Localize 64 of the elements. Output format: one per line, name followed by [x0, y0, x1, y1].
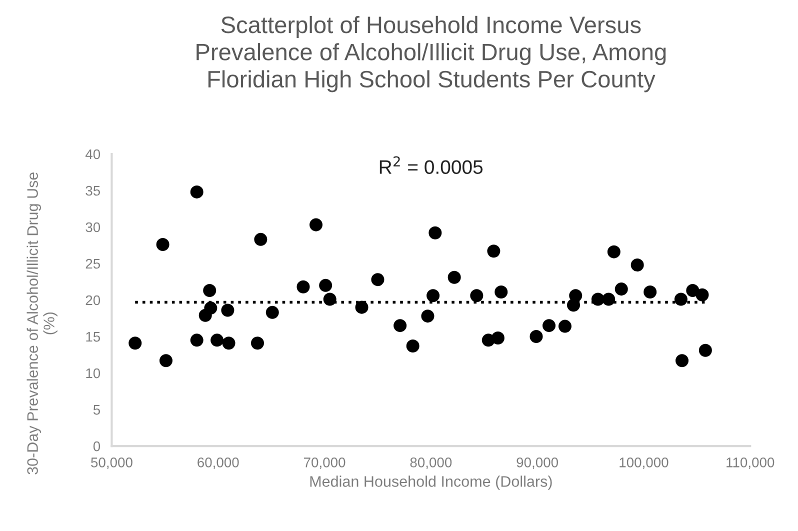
point: [676, 354, 689, 368]
point: [426, 289, 440, 302]
point: [644, 285, 657, 298]
point: [542, 319, 556, 332]
point: [470, 289, 484, 302]
point: [310, 218, 323, 232]
point: [128, 336, 142, 350]
x-tick-label: 70,000: [304, 458, 346, 469]
y-tick-label: 30: [86, 222, 100, 232]
x-tick-label: 110,000: [726, 458, 774, 469]
point: [406, 340, 420, 353]
point: [190, 185, 204, 198]
x-tick-label: 60,000: [198, 458, 239, 469]
point: [614, 282, 628, 296]
point: [266, 306, 279, 319]
point: [319, 278, 332, 292]
point: [530, 330, 543, 344]
y-tick-label: 35: [86, 186, 100, 196]
y-tick-label: 15: [86, 332, 100, 342]
point: [203, 284, 216, 298]
y-tick-label: 10: [86, 368, 100, 378]
point: [421, 310, 434, 323]
point: [204, 302, 218, 315]
point: [630, 258, 644, 272]
point: [674, 292, 688, 306]
point: [698, 344, 712, 357]
x-tick-label: 80,000: [410, 458, 452, 469]
y-tick-label: 0: [93, 441, 100, 452]
y-tick-label: 40: [85, 149, 100, 160]
point: [686, 284, 700, 298]
point: [159, 354, 172, 368]
y-axis-title: 30-Day Prevalence of Alcohol/Illicit Drug Use (%): [26, 172, 58, 474]
y-tick-label: 20: [86, 295, 100, 306]
point: [491, 331, 504, 344]
y-tick-label: 5: [93, 405, 100, 415]
point: [296, 280, 310, 294]
x-tick-label: 100,000: [620, 458, 668, 469]
point: [156, 238, 170, 252]
point: [394, 319, 407, 332]
point: [355, 300, 368, 314]
point: [448, 270, 461, 284]
point: [254, 232, 268, 246]
point: [323, 292, 336, 306]
point: [494, 285, 508, 298]
x-tick-label: 90,000: [516, 458, 558, 469]
point: [250, 336, 264, 350]
point: [222, 336, 236, 350]
chart-title: Scatterplot of Household Income Versus Prevalence of Alcohol/Illicit Drug Use, Among Floridian High School Students Per County: [196, 16, 666, 92]
x-axis-title: Median Household Income (Dollars): [310, 476, 552, 490]
point: [591, 292, 604, 306]
point: [371, 273, 384, 286]
point: [558, 320, 572, 333]
point: [487, 244, 500, 258]
point: [210, 334, 224, 347]
y-tick-label: 25: [86, 258, 100, 269]
point: [602, 292, 616, 306]
point: [696, 288, 709, 302]
annotation: R$^{2}$ = 0.0005: [380, 156, 483, 174]
x-tick-label: 50,000: [91, 458, 132, 469]
point: [566, 298, 580, 312]
point: [607, 245, 620, 258]
point: [190, 334, 204, 347]
point: [428, 226, 442, 240]
point: [221, 304, 234, 317]
